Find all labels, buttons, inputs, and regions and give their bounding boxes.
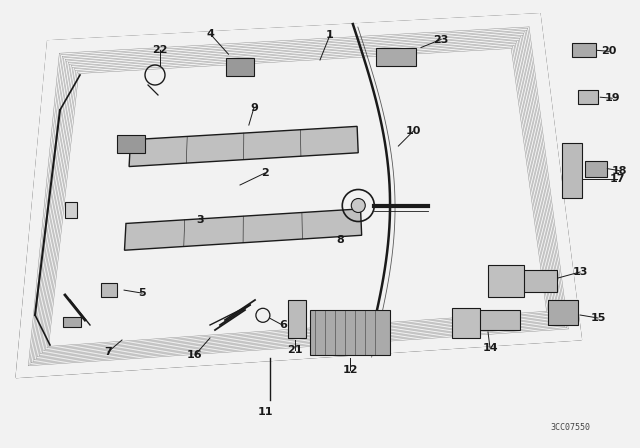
Bar bbox=[288, 300, 306, 338]
Text: 8: 8 bbox=[336, 235, 344, 245]
Text: 23: 23 bbox=[433, 34, 449, 44]
Text: 14: 14 bbox=[482, 343, 498, 353]
Text: 17: 17 bbox=[610, 174, 625, 184]
Polygon shape bbox=[125, 209, 362, 250]
Text: 7: 7 bbox=[104, 347, 112, 357]
Bar bbox=[65, 202, 77, 218]
Bar bbox=[495, 270, 557, 292]
Polygon shape bbox=[26, 25, 571, 368]
Bar bbox=[310, 310, 390, 355]
Bar bbox=[117, 135, 145, 153]
Text: 13: 13 bbox=[572, 267, 588, 277]
Bar bbox=[548, 300, 578, 325]
Text: 3: 3 bbox=[196, 215, 204, 225]
Polygon shape bbox=[16, 14, 582, 378]
Text: 15: 15 bbox=[590, 313, 605, 323]
Bar bbox=[572, 43, 596, 57]
Text: 1: 1 bbox=[326, 30, 334, 40]
Polygon shape bbox=[129, 126, 358, 167]
Bar bbox=[376, 47, 416, 65]
Bar bbox=[488, 265, 524, 297]
Bar bbox=[579, 90, 598, 104]
Text: 20: 20 bbox=[602, 46, 617, 56]
Bar bbox=[225, 58, 253, 76]
Bar bbox=[563, 142, 582, 198]
Bar bbox=[63, 317, 81, 327]
Text: 16: 16 bbox=[187, 350, 203, 360]
Text: 2: 2 bbox=[261, 168, 269, 178]
Text: 18: 18 bbox=[612, 166, 627, 176]
Bar bbox=[460, 310, 520, 330]
Text: 3CC07550: 3CC07550 bbox=[550, 423, 590, 432]
Bar bbox=[586, 161, 607, 177]
Text: 11: 11 bbox=[257, 407, 273, 417]
Text: 19: 19 bbox=[604, 93, 620, 103]
Text: 22: 22 bbox=[152, 45, 168, 55]
Text: 9: 9 bbox=[250, 103, 258, 113]
Text: 6: 6 bbox=[279, 320, 287, 330]
Text: 4: 4 bbox=[207, 29, 214, 39]
Polygon shape bbox=[15, 13, 582, 378]
Circle shape bbox=[351, 198, 365, 212]
Bar bbox=[452, 308, 480, 338]
Text: 21: 21 bbox=[287, 345, 303, 355]
Text: 5: 5 bbox=[138, 288, 146, 298]
Bar bbox=[101, 283, 117, 297]
Text: 12: 12 bbox=[342, 365, 358, 375]
Text: 10: 10 bbox=[406, 126, 421, 136]
